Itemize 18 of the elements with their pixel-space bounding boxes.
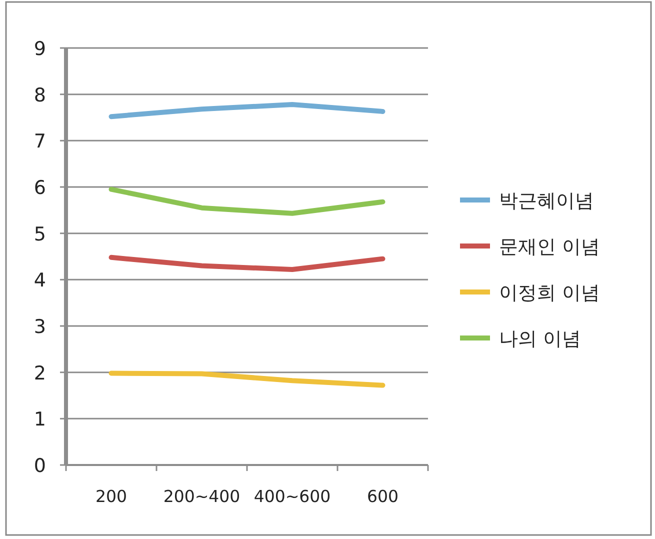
y-tick-label: 4 [34,270,46,292]
y-tick-label: 9 [34,38,46,60]
y-tick-label: 1 [34,408,46,431]
x-tick-label: 200~400 [163,487,240,506]
y-tick-label: 3 [34,316,46,338]
x-tick-label: 400~600 [254,487,331,506]
x-tick-label: 200 [96,487,127,506]
legend-label: 나의 이념 [499,328,582,350]
x-tick-label: 600 [367,487,398,506]
y-tick-label: 8 [34,84,46,106]
legend-label: 문재인 이념 [499,236,600,258]
legend-label: 박근혜이념 [499,190,594,212]
y-tick-label: 2 [34,362,46,384]
y-tick-label: 0 [34,455,46,477]
y-tick-label: 5 [34,223,46,246]
y-tick-label: 6 [34,177,46,199]
legend-label: 이정희 이념 [499,282,600,304]
y-tick-label: 7 [34,130,46,153]
